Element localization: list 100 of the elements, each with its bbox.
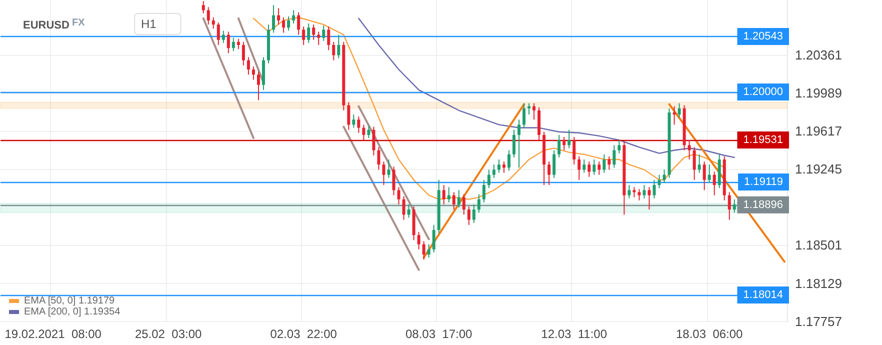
candlestick — [472, 204, 476, 224]
candlestick — [457, 190, 460, 208]
candlestick — [327, 26, 330, 51]
candlestick — [282, 16, 286, 34]
candlestick — [512, 129, 516, 158]
candlestick — [532, 102, 536, 120]
candlestick — [467, 206, 470, 226]
x-tick-label: 08.03 17:00 — [405, 327, 473, 341]
candlestick — [277, 8, 280, 26]
candlestick — [232, 37, 235, 52]
candlestick — [642, 184, 646, 199]
candlestick — [732, 198, 736, 214]
x-tick-label: 12.03 11:00 — [541, 327, 608, 341]
candlestick — [558, 134, 561, 158]
candlestick — [297, 12, 300, 36]
candlestick — [422, 240, 426, 260]
candlestick — [477, 194, 480, 214]
candlestick — [302, 26, 306, 46]
candlestick — [492, 164, 496, 178]
candlestick — [692, 146, 696, 180]
candlestick — [638, 188, 641, 201]
candlestick — [236, 38, 240, 50]
candlestick — [528, 102, 531, 115]
y-tick-label: 1.17757 — [795, 314, 842, 329]
ref-line-label: 1.18014 — [743, 289, 783, 302]
candlestick — [337, 34, 340, 59]
y-tick-label: 1.20361 — [795, 48, 842, 63]
candlestick — [462, 194, 466, 216]
candlestick — [702, 161, 706, 191]
candlestick — [712, 171, 716, 196]
candlestick — [562, 136, 566, 151]
candlestick — [672, 106, 676, 126]
y-tick-label: 1.19245 — [795, 162, 842, 177]
y-tick-label: 1.19989 — [795, 86, 842, 101]
candlestick — [452, 192, 456, 210]
candlestick — [628, 184, 631, 199]
candlestick — [392, 166, 396, 196]
candlestick — [582, 158, 586, 174]
candlestick — [407, 204, 410, 218]
candlestick — [708, 164, 711, 184]
candlestick — [212, 16, 215, 30]
candlestick — [287, 16, 290, 32]
candlestick — [367, 125, 370, 138]
candlestick — [578, 156, 581, 180]
candlestick — [507, 150, 510, 172]
candlestick — [272, 4, 276, 34]
candlestick — [602, 154, 606, 174]
candlestick — [688, 140, 691, 160]
x-tick-label: 02.03 22:00 — [270, 327, 338, 341]
candlestick — [608, 156, 611, 170]
candlestick — [256, 71, 260, 101]
candlestick — [648, 186, 651, 210]
candlestick — [242, 41, 245, 66]
candlestick — [658, 174, 661, 189]
legend-label: EMA [200, 0] 1.19354 — [24, 306, 121, 318]
candlestick — [552, 150, 556, 178]
candlestick — [202, 0, 205, 14]
candlestick — [572, 136, 576, 166]
ref-line-label: 1.19531 — [743, 134, 783, 146]
candlestick — [332, 41, 336, 61]
candlestick — [312, 24, 316, 40]
candlestick — [292, 10, 296, 24]
candlestick — [592, 158, 596, 176]
candlestick — [372, 126, 376, 156]
candlestick — [347, 102, 350, 130]
x-tick-label: 18.03 06:00 — [676, 327, 744, 341]
candlestick — [598, 161, 601, 176]
candlestick — [382, 161, 386, 186]
x-tick-label: 19.02.2021 08:00 — [4, 327, 102, 341]
ref-line-label: 1.20543 — [743, 30, 783, 42]
candlestick — [352, 114, 356, 128]
legend-label: EMA [50, 0] 1.19179 — [24, 296, 116, 306]
line-series — [358, 18, 735, 158]
y-tick-label: 1.18129 — [795, 276, 842, 291]
candlestick — [568, 129, 571, 149]
candlestick — [252, 66, 255, 80]
x-tick-label: 25.02 03:00 — [134, 327, 202, 341]
y-tick-label: 1.19617 — [795, 124, 842, 139]
candlestick — [402, 196, 406, 220]
candlestick — [206, 6, 210, 26]
candlestick — [387, 158, 390, 178]
candlestick — [246, 56, 250, 76]
candlestick — [417, 232, 420, 250]
candlestick — [216, 22, 220, 46]
candlestick — [427, 244, 430, 258]
candlestick — [447, 186, 450, 203]
candlestick — [548, 161, 551, 186]
candlestick — [728, 192, 731, 220]
candlestick — [222, 30, 225, 44]
y-tick-label: 1.18501 — [795, 238, 842, 253]
candlestick — [497, 158, 500, 174]
annotation: FX — [72, 18, 86, 28]
candlestick — [522, 102, 526, 128]
candlestick — [317, 31, 320, 46]
candlestick — [482, 179, 486, 203]
ref-line-label: 1.18896 — [743, 198, 783, 211]
ref-line-label: 1.19119 — [744, 176, 783, 188]
candlestick — [662, 169, 666, 184]
candlestick — [226, 31, 230, 54]
candlestick — [357, 116, 360, 134]
